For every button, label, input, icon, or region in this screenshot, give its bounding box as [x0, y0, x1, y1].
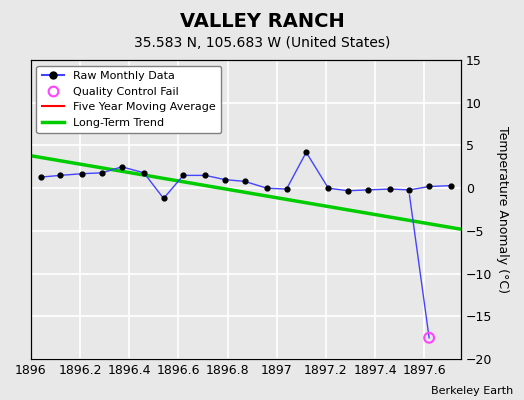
- Raw Monthly Data: [364, 187, 372, 193]
- Raw Monthly Data: [241, 178, 249, 184]
- Quality Control Fail: [425, 334, 433, 341]
- Y-axis label: Temperature Anomaly (°C): Temperature Anomaly (°C): [496, 126, 509, 293]
- Raw Monthly Data: [37, 174, 45, 180]
- Raw Monthly Data: [302, 149, 310, 156]
- Raw Monthly Data: [324, 185, 333, 192]
- Raw Monthly Data: [78, 170, 86, 177]
- Raw Monthly Data: [159, 195, 168, 202]
- Raw Monthly Data: [405, 187, 413, 193]
- Text: Berkeley Earth: Berkeley Earth: [431, 386, 514, 396]
- Raw Monthly Data: [386, 186, 394, 192]
- Text: VALLEY RANCH: VALLEY RANCH: [180, 12, 344, 31]
- Raw Monthly Data: [425, 183, 433, 190]
- Raw Monthly Data: [263, 185, 271, 192]
- Raw Monthly Data: [221, 176, 229, 183]
- Raw Monthly Data: [344, 188, 352, 194]
- Raw Monthly Data: [447, 182, 455, 189]
- Raw Monthly Data: [98, 170, 106, 176]
- Raw Monthly Data: [140, 170, 148, 176]
- Raw Monthly Data: [117, 164, 126, 170]
- Raw Monthly Data: [56, 172, 64, 178]
- Legend: Raw Monthly Data, Quality Control Fail, Five Year Moving Average, Long-Term Tren: Raw Monthly Data, Quality Control Fail, …: [36, 66, 221, 133]
- Raw Monthly Data: [179, 172, 188, 178]
- Raw Monthly Data: [201, 172, 210, 178]
- Raw Monthly Data: [282, 186, 291, 192]
- Text: 35.583 N, 105.683 W (United States): 35.583 N, 105.683 W (United States): [134, 36, 390, 50]
